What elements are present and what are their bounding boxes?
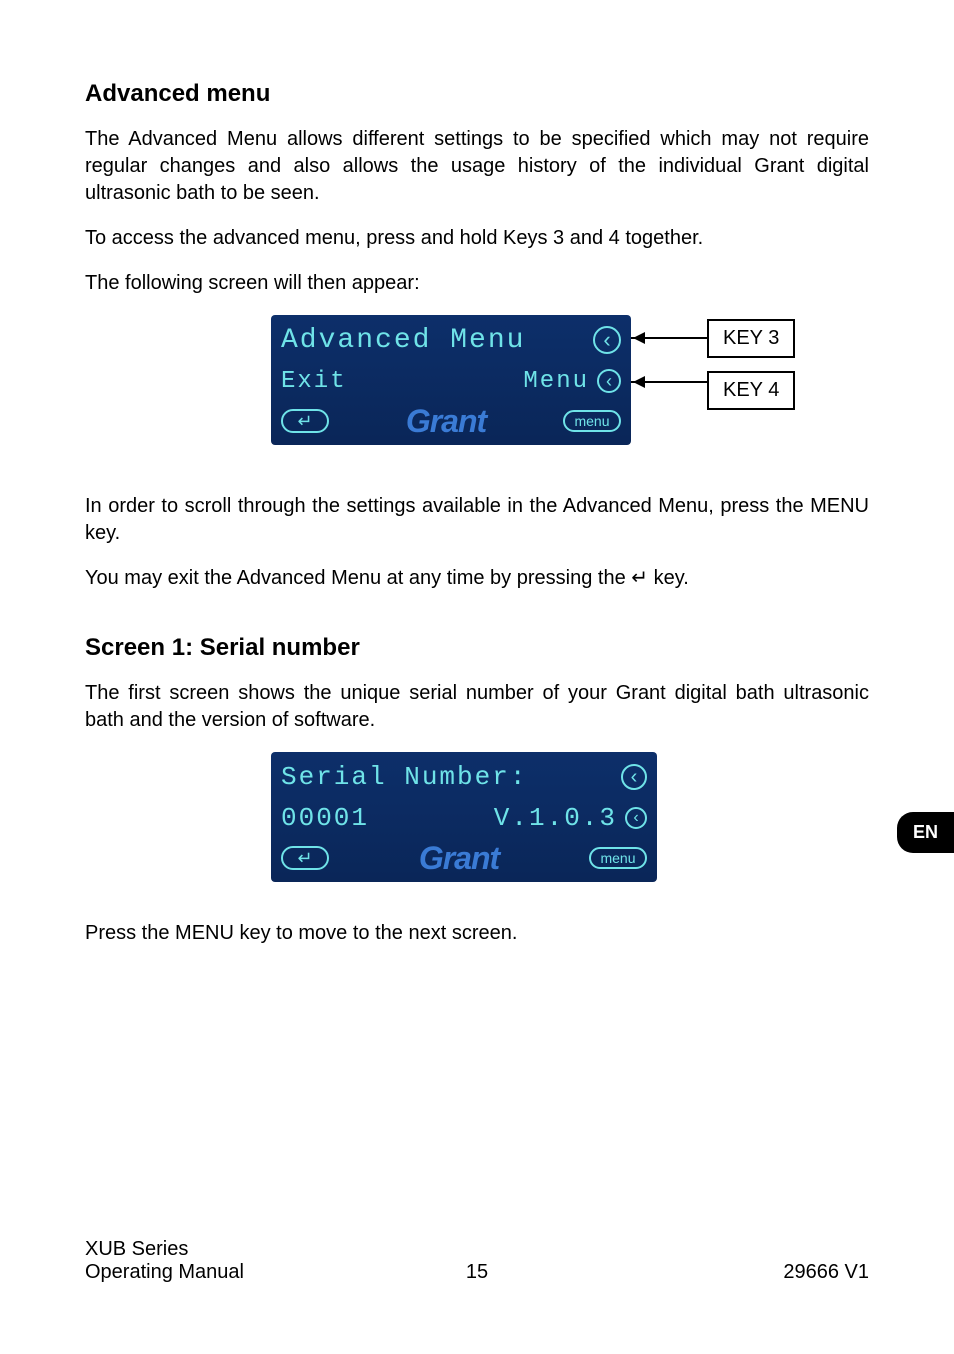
menu-button-label: menu bbox=[574, 413, 609, 429]
key4-label: KEY 4 bbox=[707, 371, 795, 410]
language-tab-label: EN bbox=[913, 822, 938, 842]
para-exit-advanced: You may exit the Advanced Menu at any ti… bbox=[85, 565, 869, 592]
language-tab[interactable]: EN bbox=[897, 812, 954, 853]
menu-button[interactable]: menu bbox=[563, 410, 621, 432]
footer-left-line1: XUB Series bbox=[85, 1238, 244, 1261]
lcd1-menu-label: Menu bbox=[523, 368, 589, 395]
para-exit-pre: You may exit the Advanced Menu at any ti… bbox=[85, 567, 631, 589]
para-scroll-menu: In order to scroll through the settings … bbox=[85, 493, 869, 547]
enter-icon: ↵ bbox=[297, 411, 312, 432]
nav-left-icon: ‹ bbox=[631, 767, 638, 787]
enter-button[interactable]: ↵ bbox=[281, 409, 329, 433]
page-number: 15 bbox=[466, 1261, 488, 1284]
menu-button-label: menu bbox=[600, 850, 635, 866]
lcd-screen-advanced: Advanced Menu ‹ Exit Menu ‹ ↵ bbox=[271, 315, 631, 445]
para-advanced-access: To access the advanced menu, press and h… bbox=[85, 225, 869, 252]
nav-left-icon: ‹ bbox=[606, 372, 612, 390]
footer-right: 29666 V1 bbox=[783, 1261, 869, 1284]
para-advanced-following: The following screen will then appear: bbox=[85, 270, 869, 297]
lcd2-version: V.1.0.3 bbox=[494, 803, 617, 833]
nav-circle-icon[interactable]: ‹ bbox=[621, 764, 647, 790]
footer-left-line2: Operating Manual bbox=[85, 1261, 244, 1284]
lcd2-title: Serial Number: bbox=[281, 762, 527, 792]
para-exit-post: key. bbox=[648, 567, 689, 589]
lcd1-title: Advanced Menu bbox=[281, 325, 525, 356]
lcd2-serial: 00001 bbox=[281, 803, 369, 833]
para-advanced-intro: The Advanced Menu allows different setti… bbox=[85, 126, 869, 207]
key3-circle-icon[interactable]: ‹ bbox=[593, 326, 621, 354]
enter-icon: ↵ bbox=[297, 848, 312, 869]
nav-left-icon: ‹ bbox=[633, 810, 638, 826]
enter-icon: ↵ bbox=[631, 567, 648, 589]
key3-label: KEY 3 bbox=[707, 319, 795, 358]
enter-button[interactable]: ↵ bbox=[281, 846, 329, 870]
lcd-screen-serial: Serial Number: ‹ 00001 V.1.0.3 ‹ ↵ Gra bbox=[271, 752, 657, 882]
brand-logo: Grant bbox=[406, 403, 486, 440]
arrow-icon bbox=[633, 332, 645, 344]
key4-circle-icon[interactable]: ‹ bbox=[597, 369, 621, 393]
heading-screen1-serial: Screen 1: Serial number bbox=[85, 634, 869, 662]
brand-logo: Grant bbox=[419, 840, 499, 877]
lcd1-exit-label: Exit bbox=[281, 368, 347, 395]
para-serial-intro: The first screen shows the unique serial… bbox=[85, 680, 869, 734]
footer-left: XUB Series Operating Manual bbox=[85, 1238, 244, 1284]
heading-advanced-menu: Advanced menu bbox=[85, 80, 869, 108]
nav-circle-icon[interactable]: ‹ bbox=[625, 807, 647, 829]
menu-button[interactable]: menu bbox=[589, 847, 647, 869]
arrow-icon bbox=[633, 376, 645, 388]
para-press-menu-next: Press the MENU key to move to the next s… bbox=[85, 920, 869, 947]
nav-left-icon: ‹ bbox=[603, 329, 610, 351]
